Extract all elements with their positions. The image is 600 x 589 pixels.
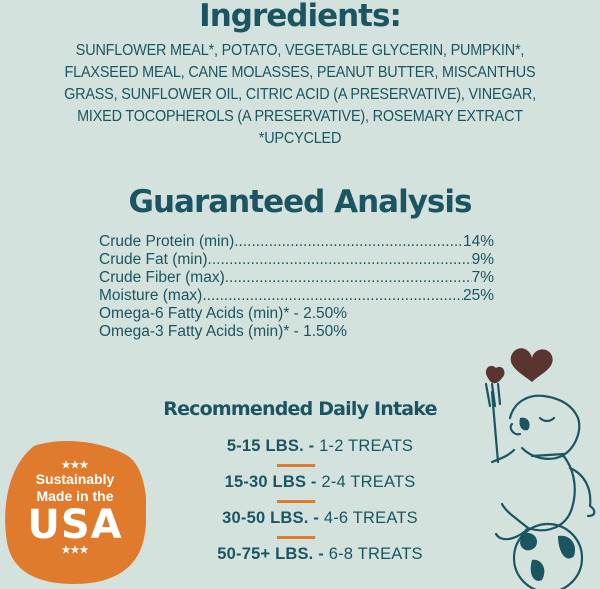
analysis-row: Crude Fat (min) 9% <box>99 251 494 269</box>
intake-row: 15-30 LBS - 2-4 TREATS <box>150 473 490 492</box>
analysis-row: Crude Protein (min) 14% <box>99 233 494 251</box>
stars-icon: ★★★ <box>61 460 89 471</box>
intake-weight: 15-30 LBS - <box>224 473 322 491</box>
ingredients-list: Sunflower meal*, potato, vegetable glyce… <box>64 42 536 147</box>
badge-usa: USA <box>27 502 123 548</box>
intake-treats: 6-8 TREATS <box>328 545 423 563</box>
dog-on-globe-illustration <box>484 348 596 589</box>
analysis-value: 14% <box>462 233 494 250</box>
analysis-label: Crude Protein (min) <box>99 233 235 250</box>
divider <box>277 464 315 467</box>
intake-weight: 30-50 LBS. - <box>222 509 324 527</box>
badge-line: Made in the <box>36 488 114 504</box>
made-in-usa-badge <box>5 441 146 584</box>
intake-treats: 2-4 TREATS <box>321 473 416 491</box>
intake-weight: 5-15 LBS. - <box>226 437 320 455</box>
intake-row: 30-50 LBS. - 4-6 TREATS <box>150 509 490 528</box>
intake-treats: 1-2 TREATS <box>319 437 414 455</box>
divider <box>277 536 315 539</box>
analysis-extra: Omega-6 Fatty Acids (min)* - 2.50% <box>99 305 348 322</box>
analysis-value: 25% <box>462 287 494 304</box>
intake-row: 5-15 LBS. - 1-2 TREATS <box>150 437 490 456</box>
badge-text: ★★★ Sustainably Made in the USA ★★★ <box>4 460 146 556</box>
analysis-row: Crude Fiber (max) 7% <box>99 269 494 287</box>
badge-line: Sustainably <box>35 471 115 487</box>
analysis-extra: Omega-3 Fatty Acids (min)* - 1.50% <box>99 323 348 340</box>
guaranteed-analysis-table: Crude Protein (min) 14% Crude Fat (min) … <box>99 233 494 341</box>
analysis-label: Crude Fat (min) <box>99 251 208 268</box>
intake-treats: 4-6 TREATS <box>323 509 418 527</box>
divider <box>277 500 315 503</box>
ingredients-title: Ingredients: <box>199 0 402 34</box>
analysis-label: Crude Fiber (max) <box>99 269 225 286</box>
intake-weight: 50-75+ LBS. - <box>217 545 329 563</box>
analysis-label: Moisture (max) <box>99 287 203 304</box>
intake-row: 50-75+ LBS. - 6-8 TREATS <box>150 545 490 564</box>
stars-icon: ★★★ <box>61 545 89 556</box>
analysis-value: 9% <box>471 251 494 268</box>
analysis-value: 7% <box>471 269 494 286</box>
guaranteed-analysis-title: Guaranteed Analysis <box>128 184 473 220</box>
daily-intake-title: Recommended Daily Intake <box>163 398 437 420</box>
analysis-row: Moisture (max) 25% <box>99 287 494 305</box>
